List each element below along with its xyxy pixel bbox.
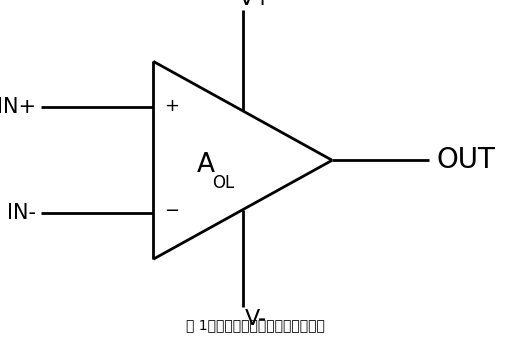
Text: OL: OL — [212, 174, 235, 192]
Text: V-: V- — [244, 309, 267, 329]
Text: −: − — [165, 203, 180, 220]
Text: IN-: IN- — [7, 203, 36, 223]
Text: V+: V+ — [239, 0, 272, 9]
Text: A: A — [197, 152, 215, 178]
Text: OUT: OUT — [437, 146, 496, 174]
Text: IN+: IN+ — [0, 98, 36, 117]
Text: +: + — [165, 97, 179, 115]
Text: 图 1：通用型运算放大器示意图符。: 图 1：通用型运算放大器示意图符。 — [186, 318, 325, 332]
